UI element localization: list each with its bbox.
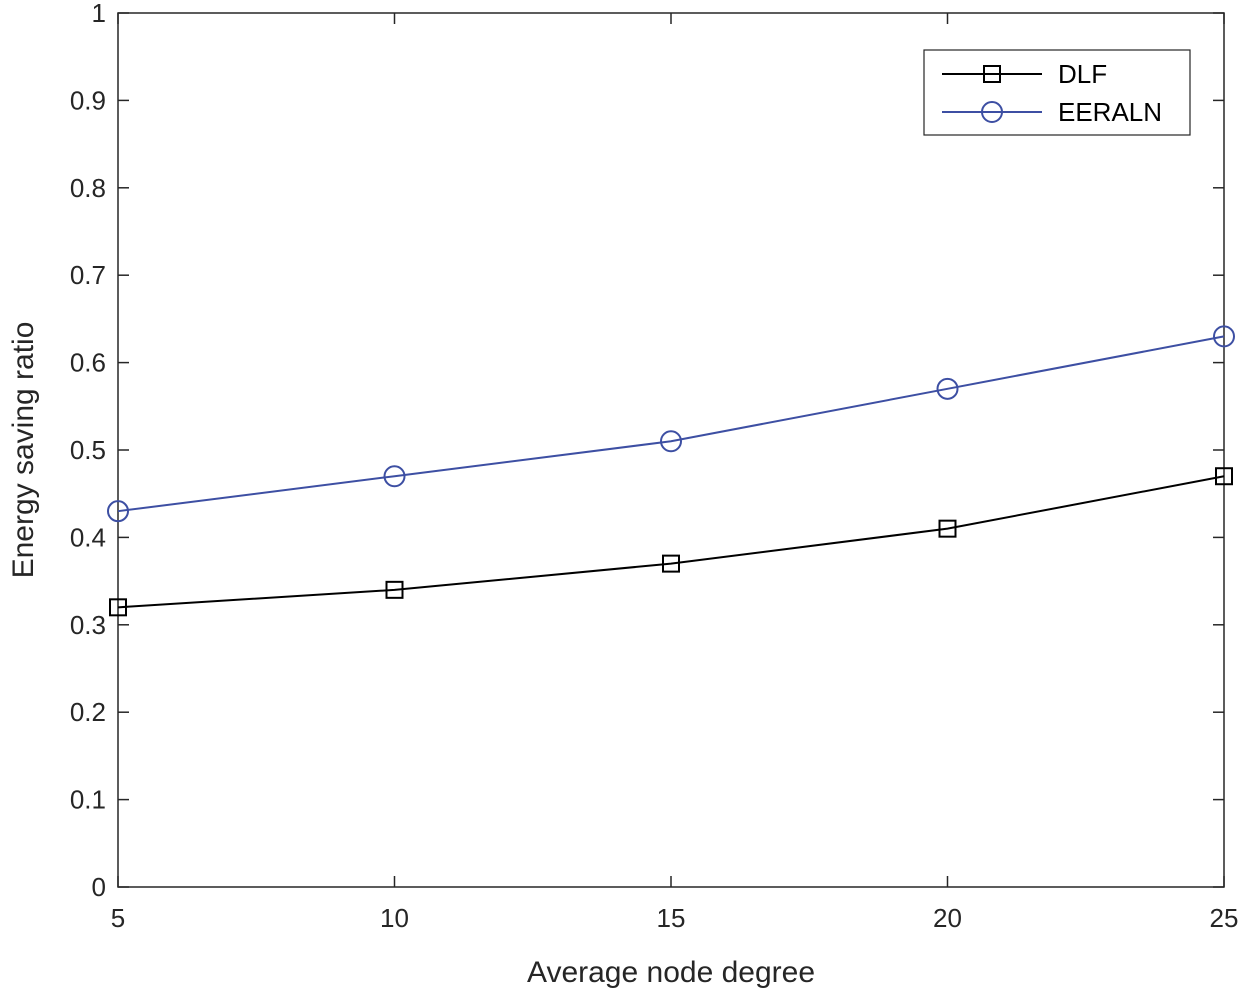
- y-tick-label: 0.8: [70, 173, 106, 203]
- data-point-dlf: [109, 598, 127, 617]
- legend-box: [923, 49, 1191, 136]
- axis-ticks: [117, 12, 1225, 888]
- y-tick-label: 0.5: [70, 435, 106, 465]
- y-tick-label: 0.4: [70, 522, 106, 552]
- y-tick-label: 1: [92, 0, 106, 28]
- x-tick-label: 5: [111, 903, 125, 933]
- legend-label-eeraln: EERALN: [1058, 97, 1162, 127]
- axis-tick-labels: 5 10 15 20 25 0 0.1 0.2 0.3 0.4 0.5 0.6 0.7 0.8 0.9 1: [70, 0, 1239, 933]
- x-tick-label: 15: [657, 903, 686, 933]
- series-dlf: [109, 467, 1233, 617]
- data-point-eeraln: [660, 430, 682, 453]
- data-point-eeraln: [107, 500, 129, 523]
- data-point-dlf: [1215, 467, 1233, 486]
- legend-marker-dlf: [983, 65, 1001, 83]
- data-point-eeraln: [383, 465, 406, 488]
- y-tick-label: 0.6: [70, 348, 106, 378]
- legend-label-dlf: DLF: [1058, 59, 1107, 89]
- y-tick-label: 0.7: [70, 260, 106, 290]
- legend-marker-eeraln: [981, 101, 1003, 123]
- data-point-eeraln: [936, 377, 959, 400]
- y-tick-label: 0: [92, 872, 106, 902]
- series-layer: [107, 325, 1235, 617]
- x-tick-label: 25: [1210, 903, 1239, 933]
- data-point-eeraln: [1213, 325, 1235, 348]
- plot-area: [117, 12, 1225, 888]
- x-axis-label: Average node degree: [527, 956, 815, 989]
- legend-entry-dlf: DLF: [942, 59, 1107, 89]
- series-line-eeraln: [117, 335, 1225, 513]
- y-tick-label: 0.9: [70, 85, 106, 115]
- series-line-dlf: [117, 475, 1225, 609]
- x-tick-label: 10: [380, 903, 409, 933]
- series-eeraln: [107, 325, 1235, 523]
- x-tick-label: 20: [933, 903, 962, 933]
- y-tick-label: 0.3: [70, 610, 106, 640]
- data-point-dlf: [662, 554, 680, 573]
- data-point-dlf: [938, 519, 957, 538]
- y-tick-label: 0.2: [70, 697, 106, 727]
- y-axis-label: Energy saving ratio: [7, 322, 40, 579]
- legend-entry-eeraln: EERALN: [942, 97, 1162, 127]
- y-tick-label: 0.1: [70, 785, 106, 815]
- data-point-dlf: [385, 580, 404, 599]
- legend: DLF EERALN: [923, 49, 1191, 136]
